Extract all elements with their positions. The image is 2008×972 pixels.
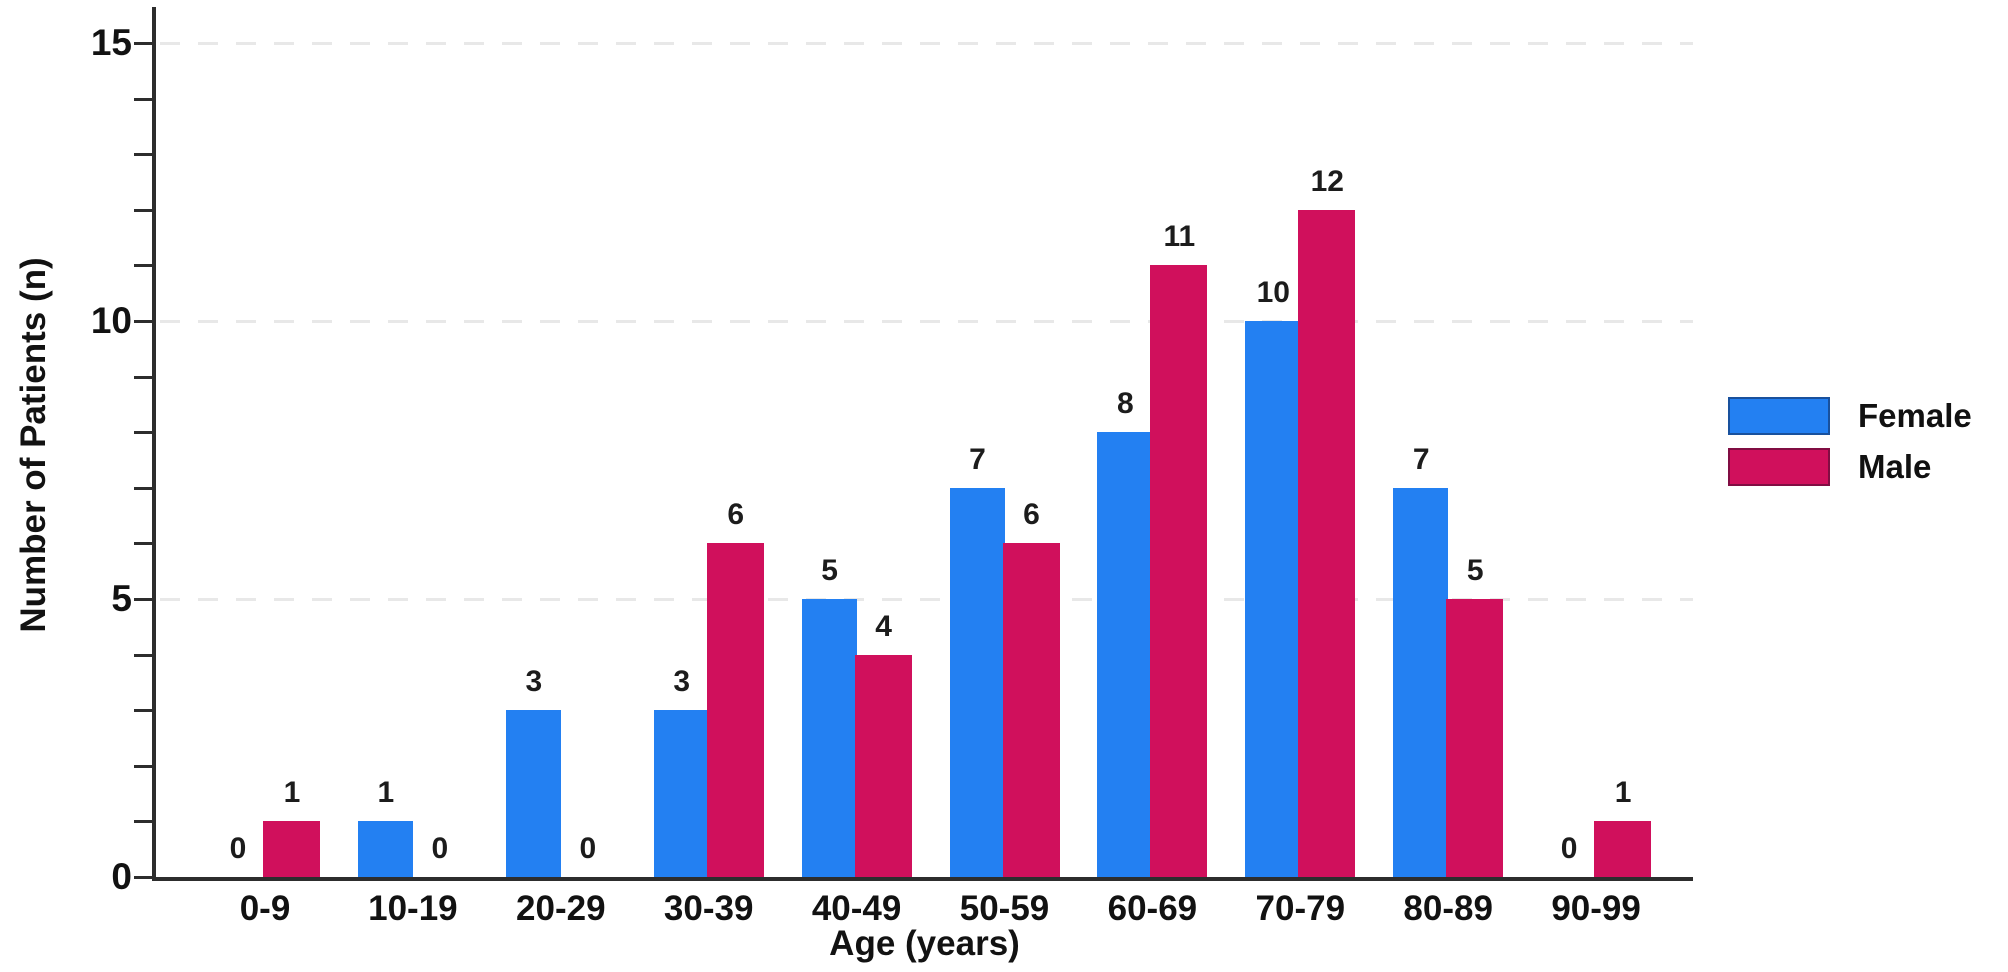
x-tick-label-80-89: 80-89 [1403, 889, 1493, 928]
y-tick-11 [134, 264, 152, 268]
y-tick-1 [134, 820, 152, 824]
y-axis-title: Number of Patients (n) [14, 257, 53, 633]
value-label-female-10-19: 1 [377, 776, 395, 810]
bar-male-40-49 [854, 654, 912, 877]
bar-female-10-19 [357, 821, 413, 877]
value-label-male-60-69: 11 [1163, 220, 1196, 254]
y-tick-12 [134, 208, 152, 212]
y-tick-6 [134, 542, 152, 546]
y-tick-10 [134, 320, 152, 323]
value-label-male-80-89: 5 [1466, 554, 1484, 587]
y-tick-4 [134, 653, 152, 657]
x-tick-label-90-99: 90-99 [1551, 889, 1641, 928]
legend-item-female: Female [1728, 396, 1972, 436]
value-label-female-70-79: 10 [1256, 276, 1290, 309]
legend-label-male: Male [1858, 448, 1932, 485]
value-label-male-10-19: 0 [431, 832, 449, 865]
value-label-male-0-9: 1 [283, 776, 301, 810]
gridline-10 [160, 320, 1693, 323]
x-axis-title: Age (years) [829, 924, 1020, 963]
x-tick-label-40-49: 40-49 [811, 889, 902, 928]
value-label-female-20-29: 3 [525, 665, 543, 699]
bar-female-50-59 [949, 487, 1005, 877]
gridline-15 [160, 42, 1693, 45]
y-tick-0 [134, 876, 152, 879]
value-label-female-30-39: 3 [673, 665, 691, 699]
value-label-female-80-89: 7 [1412, 442, 1430, 476]
gridline-5 [160, 598, 1693, 601]
y-tick-2 [134, 764, 152, 768]
value-label-male-70-79: 12 [1310, 164, 1344, 198]
y-tick-label-0: 0 [111, 856, 132, 897]
value-label-female-60-69: 8 [1117, 387, 1134, 421]
x-tick-label-0-9: 0-9 [239, 889, 291, 928]
legend: Female Male [1728, 396, 1972, 498]
y-axis-line [152, 7, 156, 881]
x-tick-label-10-19: 10-19 [368, 889, 458, 928]
bar-female-70-79 [1245, 321, 1301, 877]
value-label-male-20-29: 0 [579, 832, 597, 865]
legend-swatch-male [1728, 448, 1830, 486]
y-tick-5 [134, 598, 152, 601]
bar-male-70-79 [1298, 209, 1356, 877]
y-tick-8 [134, 431, 152, 435]
legend-swatch-female [1728, 397, 1830, 435]
x-tick-label-60-69: 60-69 [1107, 889, 1198, 928]
y-tick-14 [134, 97, 152, 101]
value-label-male-30-39: 6 [727, 498, 745, 532]
value-label-female-0-9: 0 [229, 832, 247, 865]
bar-male-50-59 [1002, 543, 1060, 877]
y-tick-3 [134, 709, 152, 713]
y-tick-label-5: 5 [111, 578, 132, 619]
bar-female-40-49 [801, 599, 857, 877]
x-tick-label-50-59: 50-59 [959, 889, 1050, 928]
value-label-female-50-59: 7 [969, 442, 986, 476]
value-label-male-40-49: 4 [875, 609, 892, 643]
value-label-male-90-99: 1 [1614, 776, 1632, 810]
bar-male-90-99 [1594, 821, 1652, 877]
bar-female-60-69 [1097, 432, 1153, 877]
y-tick-7 [134, 486, 152, 490]
y-tick-13 [134, 153, 152, 157]
y-tick-9 [134, 375, 152, 379]
x-tick-label-20-29: 20-29 [516, 889, 606, 928]
legend-item-male: Male [1728, 447, 1972, 487]
bar-female-80-89 [1393, 487, 1449, 877]
y-tick-label-10: 10 [90, 300, 132, 341]
legend-label-female: Female [1858, 397, 1972, 434]
value-label-female-90-99: 0 [1560, 832, 1578, 865]
y-tick-label-15: 15 [90, 22, 132, 63]
y-tick-15 [134, 42, 152, 45]
x-tick-label-30-39: 30-39 [663, 889, 754, 928]
x-axis-line [152, 877, 1693, 881]
bar-male-60-69 [1150, 265, 1208, 877]
bar-female-20-29 [505, 710, 561, 877]
value-label-male-50-59: 6 [1023, 498, 1040, 532]
bar-female-30-39 [653, 710, 709, 877]
x-tick-label-70-79: 70-79 [1255, 889, 1346, 928]
bar-male-30-39 [706, 543, 764, 877]
bar-male-80-89 [1446, 599, 1504, 877]
value-label-female-40-49: 5 [821, 554, 838, 587]
bar-male-0-9 [263, 821, 320, 877]
